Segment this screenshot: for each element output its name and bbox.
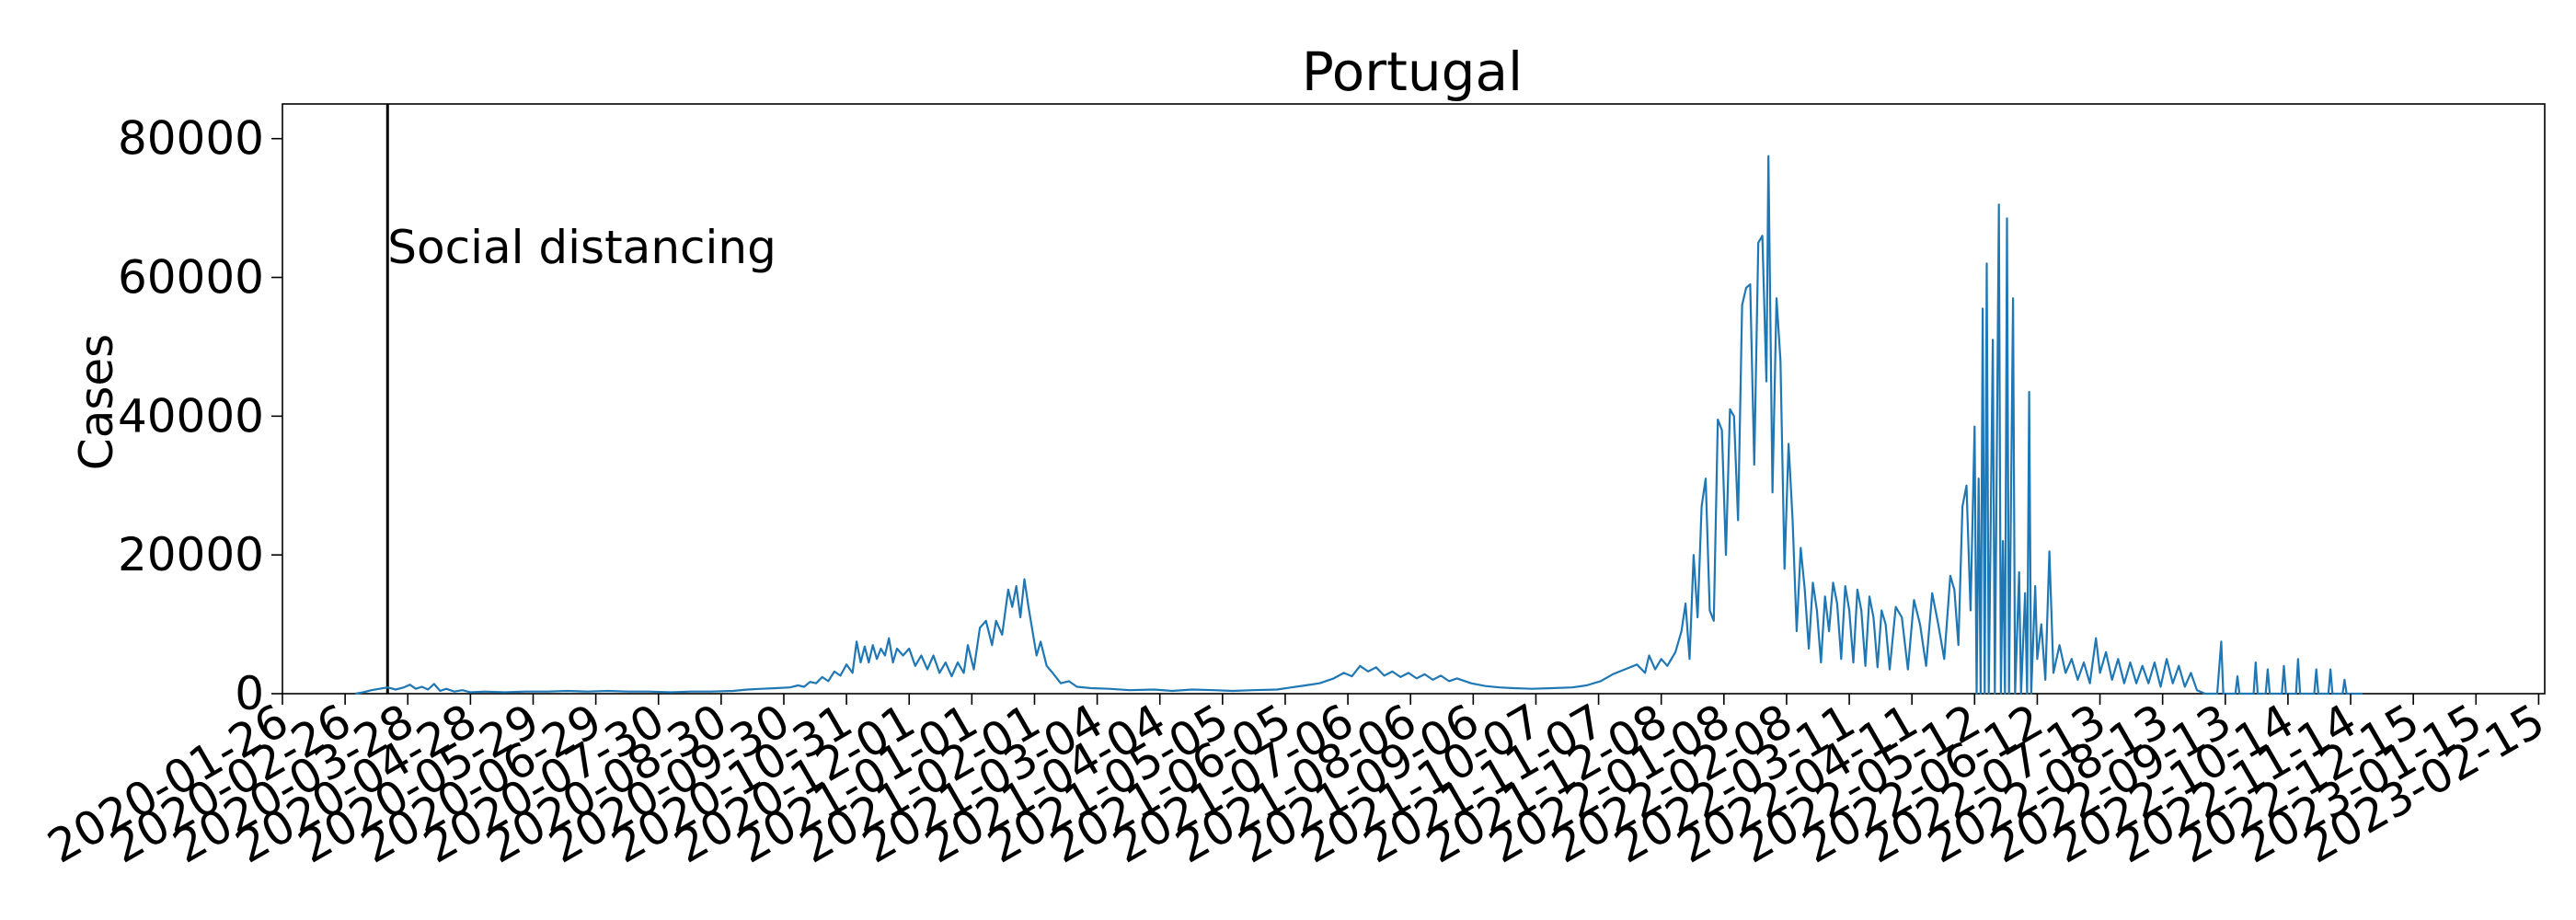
annotation-group: Social distancing: [385, 104, 776, 694]
y-axis: 0 20000 40000 60000 80000: [118, 112, 282, 720]
y-tick-label: 60000: [118, 251, 264, 305]
y-tick-label: 0: [235, 667, 264, 720]
plot-area: Social distancing: [282, 103, 2546, 696]
series-group: [354, 155, 2363, 696]
y-tick-label: 40000: [118, 389, 264, 443]
chart-title: Portugal: [1302, 40, 1523, 103]
y-axis-label: Cases: [70, 334, 123, 470]
series-line: [354, 155, 2363, 696]
axes-frame: [282, 103, 2546, 695]
y-tick-label: 20000: [118, 528, 264, 581]
x-axis: 2020-01-262020-02-262020-03-282020-04-28…: [39, 694, 2553, 874]
annotation-label: Social distancing: [387, 221, 776, 274]
y-tick-label: 80000: [118, 112, 264, 166]
